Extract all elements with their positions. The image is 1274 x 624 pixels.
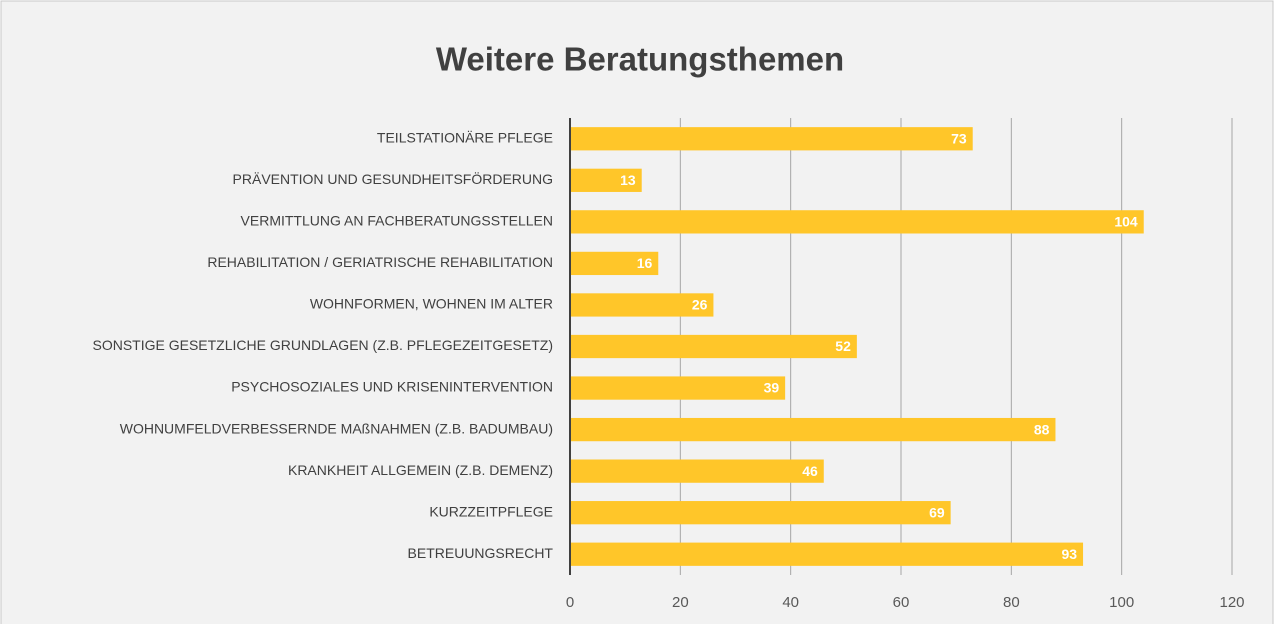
x-tick-label: 40	[782, 594, 799, 611]
y-tick-label: KURZZEITPFLEGE	[429, 503, 553, 519]
value-label: 13	[620, 172, 636, 188]
y-tick-label: PSYCHOSOZIALES UND KRISENINTERVENTION	[231, 379, 553, 395]
chart-title: Weitere Beratungsthemen	[436, 41, 844, 78]
y-tick-label: PRÄVENTION UND GESUNDHEITSFÖRDERUNG	[233, 170, 553, 187]
value-label: 69	[929, 504, 945, 520]
value-label: 93	[1061, 546, 1077, 562]
x-tick-label: 60	[893, 594, 910, 611]
bar	[570, 417, 1056, 442]
value-label: 39	[764, 380, 780, 396]
y-tick-label: TEILSTATIONÄRE PFLEGE	[377, 129, 553, 145]
y-tick-label: WOHNFORMEN, WOHNEN IM ALTER	[310, 296, 553, 312]
value-label: 52	[835, 338, 851, 354]
x-tick-label: 100	[1109, 594, 1134, 611]
bar	[570, 542, 1084, 566]
bar	[570, 168, 642, 192]
value-label: 46	[802, 463, 818, 479]
x-tick-label: 20	[672, 594, 689, 611]
bar	[570, 501, 951, 525]
x-tick-label: 120	[1219, 594, 1244, 611]
value-label: 73	[951, 130, 967, 146]
bar	[570, 127, 973, 151]
x-tick-label: 80	[1003, 594, 1020, 611]
bar	[570, 251, 659, 276]
y-tick-label: VERMITTLUNG AN FACHBERATUNGSSTELLEN	[241, 213, 553, 229]
bar	[570, 334, 857, 359]
x-tick-label: 0	[566, 594, 574, 611]
bar	[570, 210, 1144, 234]
y-tick-label: REHABILITATION / GERIATRISCHE REHABILITA…	[207, 254, 553, 270]
y-tick-label: BETREUUNGSRECHT	[408, 545, 554, 561]
bar	[570, 376, 786, 400]
bar	[570, 459, 824, 483]
value-label: 88	[1034, 421, 1050, 437]
value-label: 104	[1114, 214, 1138, 230]
value-label: 26	[692, 297, 708, 313]
bar	[570, 293, 714, 317]
y-tick-label: KRANKHEIT ALLGEMEIN (Z.B. DEMENZ)	[288, 462, 553, 478]
value-label: 16	[637, 255, 653, 271]
y-tick-label: SONSTIGE GESETZLICHE GRUNDLAGEN (Z.B. PF…	[92, 337, 553, 353]
y-tick-label: WOHNUMFELDVERBESSERNDE MAßNAHMEN (Z.B. B…	[120, 420, 553, 436]
